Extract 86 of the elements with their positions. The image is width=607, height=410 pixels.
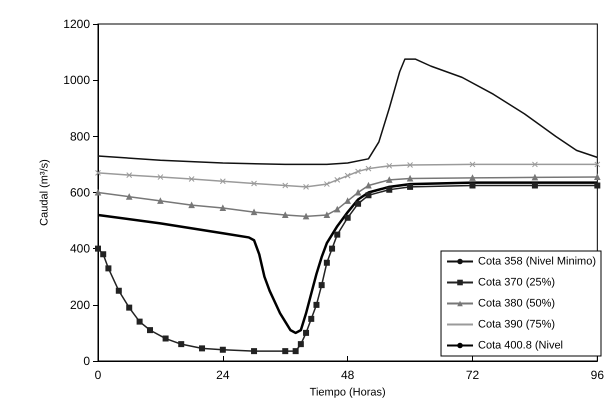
point [251,180,258,187]
point [407,162,414,168]
point [95,246,101,252]
point [334,206,340,212]
y-tick-label: 400 [70,242,90,256]
point [95,170,101,176]
legend-label: Cota 358 (Nivel Minimo) [478,256,596,268]
point [136,318,143,325]
point [308,316,314,322]
point [313,302,320,308]
point [126,172,132,178]
point [95,190,101,196]
point [407,184,414,190]
point [386,162,392,169]
point [344,198,351,204]
point [355,190,362,196]
line-series [97,58,598,166]
point [162,336,169,342]
point [100,251,106,258]
point [594,161,600,168]
point [532,174,538,180]
point [365,192,372,198]
point [532,161,538,168]
point [386,186,392,193]
point [147,327,154,334]
point [469,161,476,168]
point [178,341,184,348]
point [365,166,372,172]
point [251,348,258,354]
point [532,182,538,188]
y-tick-label: 200 [70,298,90,312]
point [329,246,336,252]
point [188,176,195,182]
point [469,174,476,181]
point [282,348,288,354]
point [220,204,226,211]
point [282,182,288,188]
point [355,200,362,207]
point [355,168,362,174]
point [344,214,351,221]
legend-label: Cota 370 (25%) [478,276,556,288]
x-tick-label: 72 [466,368,480,382]
point [344,172,351,179]
point [199,345,206,352]
legend-label: Cota 390 (75%) [478,318,556,330]
point [303,330,310,336]
point [469,182,476,188]
x-tick-label: 96 [590,368,604,382]
y-tick-label: 800 [70,129,90,144]
point [318,282,325,288]
point [303,184,310,190]
y-tick-label: 600 [70,186,90,200]
point [126,304,132,311]
point [324,181,330,188]
point [386,176,392,183]
point [157,174,164,180]
point [334,176,340,183]
point [365,182,372,188]
point [105,265,112,272]
point [594,174,600,180]
point [303,213,310,220]
point [188,202,195,208]
y-tick-label: 1200 [63,17,90,31]
point [407,175,414,182]
point [220,178,226,184]
point [282,212,288,218]
point [251,209,258,216]
point [220,346,226,353]
legend-label: Cota 380 (50%) [478,298,556,310]
point [157,198,164,204]
y-tick-label: 1000 [63,73,90,88]
y-axis-title: Caudal (m³/s) [38,159,50,226]
legend-label: Cota 400.8 (Nivel [478,340,564,352]
point [334,232,340,238]
point [324,212,330,218]
point [292,348,299,354]
point [298,341,304,348]
x-tick-label: 48 [340,368,355,382]
point [594,182,600,188]
x-tick-label: 24 [216,368,230,382]
point [126,194,132,200]
x-tick-label: 0 [94,368,102,382]
point [116,288,122,294]
y-tick-label: 0 [83,354,90,368]
x-axis-title: Tiempo (Horas) [310,386,386,398]
point [324,260,330,266]
